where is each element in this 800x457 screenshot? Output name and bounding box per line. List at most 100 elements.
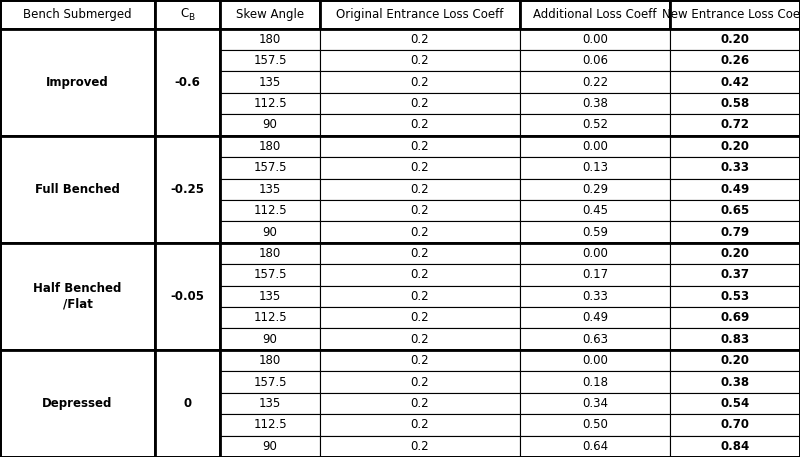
Bar bbox=[670, 329, 800, 350]
Text: Additional Loss Coeff: Additional Loss Coeff bbox=[534, 8, 657, 21]
Text: 0: 0 bbox=[183, 397, 191, 410]
Bar bbox=[320, 350, 520, 372]
Bar bbox=[520, 71, 670, 93]
Text: 0.79: 0.79 bbox=[721, 226, 750, 239]
Bar bbox=[320, 179, 520, 200]
Bar bbox=[220, 350, 800, 457]
Bar bbox=[520, 179, 670, 200]
Text: -0.25: -0.25 bbox=[170, 183, 205, 196]
Text: 0.00: 0.00 bbox=[582, 247, 608, 260]
Text: 135: 135 bbox=[259, 290, 281, 303]
Bar bbox=[220, 114, 320, 136]
Bar bbox=[520, 0, 670, 28]
Text: 0.00: 0.00 bbox=[582, 140, 608, 153]
Bar bbox=[670, 221, 800, 243]
Text: 0.84: 0.84 bbox=[720, 440, 750, 453]
Bar bbox=[320, 71, 520, 93]
Bar bbox=[320, 157, 520, 179]
Text: 0.13: 0.13 bbox=[582, 161, 608, 174]
Text: 90: 90 bbox=[262, 226, 278, 239]
Bar bbox=[220, 50, 320, 71]
Bar bbox=[220, 221, 320, 243]
Bar bbox=[155, 350, 220, 457]
Bar bbox=[320, 114, 520, 136]
Text: 0.2: 0.2 bbox=[410, 161, 430, 174]
Text: Improved: Improved bbox=[46, 75, 109, 89]
Bar bbox=[220, 136, 320, 157]
Text: 0.20: 0.20 bbox=[721, 247, 750, 260]
Text: 0.2: 0.2 bbox=[410, 418, 430, 431]
Bar bbox=[320, 0, 520, 28]
Bar bbox=[220, 93, 320, 114]
Bar bbox=[670, 28, 800, 50]
Text: 0.72: 0.72 bbox=[721, 118, 750, 132]
Text: 0.2: 0.2 bbox=[410, 440, 430, 453]
Bar bbox=[220, 329, 320, 350]
Text: 0.2: 0.2 bbox=[410, 183, 430, 196]
Bar bbox=[220, 350, 320, 372]
Text: 0.33: 0.33 bbox=[721, 161, 750, 174]
Bar bbox=[220, 71, 320, 93]
Bar bbox=[320, 436, 520, 457]
Bar bbox=[520, 50, 670, 71]
Text: 0.2: 0.2 bbox=[410, 311, 430, 324]
Bar bbox=[320, 414, 520, 436]
Bar bbox=[670, 243, 800, 264]
Text: 0.65: 0.65 bbox=[720, 204, 750, 217]
Text: 0.00: 0.00 bbox=[582, 33, 608, 46]
Bar bbox=[155, 136, 220, 243]
Text: 157.5: 157.5 bbox=[254, 54, 286, 67]
Text: 0.17: 0.17 bbox=[582, 268, 608, 282]
Text: 0.69: 0.69 bbox=[720, 311, 750, 324]
Text: 135: 135 bbox=[259, 397, 281, 410]
Bar bbox=[320, 372, 520, 393]
Text: 112.5: 112.5 bbox=[253, 204, 287, 217]
Bar bbox=[155, 0, 220, 28]
Bar bbox=[220, 136, 800, 243]
Text: 0.20: 0.20 bbox=[721, 33, 750, 46]
Bar bbox=[320, 200, 520, 221]
Text: 0.33: 0.33 bbox=[582, 290, 608, 303]
Bar bbox=[0, 28, 155, 136]
Text: 0.54: 0.54 bbox=[720, 397, 750, 410]
Text: 157.5: 157.5 bbox=[254, 268, 286, 282]
Bar bbox=[320, 286, 520, 307]
Bar bbox=[320, 136, 520, 157]
Text: New Entrance Loss Coeff: New Entrance Loss Coeff bbox=[662, 8, 800, 21]
Bar bbox=[670, 71, 800, 93]
Text: 0.2: 0.2 bbox=[410, 376, 430, 388]
Text: 112.5: 112.5 bbox=[253, 418, 287, 431]
Text: 0.2: 0.2 bbox=[410, 97, 430, 110]
Bar bbox=[520, 221, 670, 243]
Text: 0.2: 0.2 bbox=[410, 333, 430, 345]
Text: 0.45: 0.45 bbox=[582, 204, 608, 217]
Bar bbox=[670, 372, 800, 393]
Bar bbox=[220, 179, 320, 200]
Bar bbox=[220, 414, 320, 436]
Bar bbox=[520, 264, 670, 286]
Text: 0.2: 0.2 bbox=[410, 290, 430, 303]
Text: 0.2: 0.2 bbox=[410, 247, 430, 260]
Bar bbox=[670, 436, 800, 457]
Bar bbox=[0, 136, 155, 243]
Text: Bench Submerged: Bench Submerged bbox=[23, 8, 132, 21]
Bar bbox=[220, 157, 320, 179]
Text: 0.83: 0.83 bbox=[721, 333, 750, 345]
Text: 0.20: 0.20 bbox=[721, 354, 750, 367]
Text: 0.49: 0.49 bbox=[720, 183, 750, 196]
Text: 0.58: 0.58 bbox=[720, 97, 750, 110]
Text: 0.38: 0.38 bbox=[582, 97, 608, 110]
Bar bbox=[520, 372, 670, 393]
Bar bbox=[220, 436, 320, 457]
Bar bbox=[520, 200, 670, 221]
Bar bbox=[320, 264, 520, 286]
Text: 0.2: 0.2 bbox=[410, 118, 430, 132]
Bar bbox=[320, 221, 520, 243]
Text: 180: 180 bbox=[259, 140, 281, 153]
Bar bbox=[155, 28, 220, 136]
Text: 0.59: 0.59 bbox=[582, 226, 608, 239]
Text: 0.06: 0.06 bbox=[582, 54, 608, 67]
Bar bbox=[520, 414, 670, 436]
Text: 90: 90 bbox=[262, 118, 278, 132]
Text: 0.34: 0.34 bbox=[582, 397, 608, 410]
